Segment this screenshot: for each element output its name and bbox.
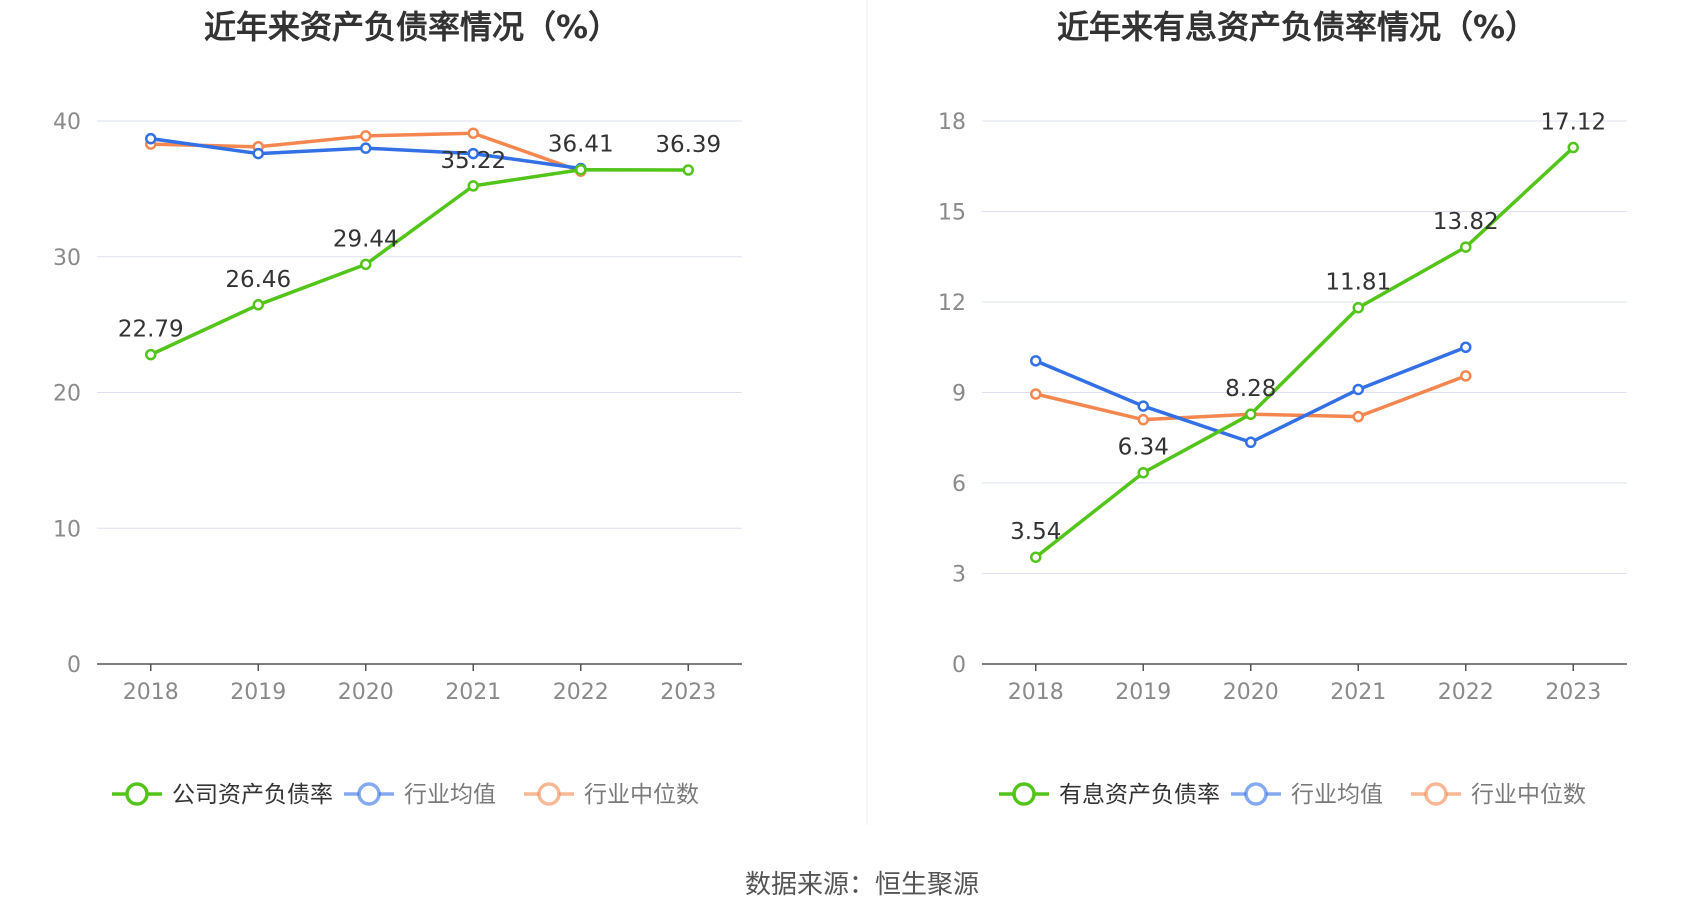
data-point [1137, 413, 1149, 426]
data-point [467, 127, 479, 139]
legend-swatch-marker [537, 782, 561, 806]
legend-label: 行业均值 [1291, 782, 1383, 808]
interest-bearing-debt-ratio-chart: 近年来有息资产负债率情况（%） 0 3 6 9 12 15 18 2018 2019 2020 202… [938, 8, 1627, 808]
data-point [360, 142, 372, 154]
data-point [145, 132, 157, 145]
data-point [1460, 370, 1472, 382]
legend-label: 行业均值 [404, 782, 496, 808]
data-point [1352, 383, 1364, 396]
y-tick-label: 40 [53, 110, 81, 135]
x-tick-label: 2019 [230, 680, 286, 705]
y-tick-label: 18 [938, 110, 966, 135]
y-tick-label: 15 [938, 201, 966, 226]
x-tick-label: 2020 [1223, 680, 1279, 705]
data-point [1460, 241, 1472, 253]
y-tick-label: 6 [952, 472, 966, 497]
data-point [1030, 388, 1042, 400]
legend-item: 行业中位数 [524, 782, 699, 808]
data-label: 22.79 [118, 317, 184, 343]
x-tick-label: 2018 [123, 680, 179, 705]
data-point [467, 147, 479, 160]
y-tick-label: 0 [952, 653, 966, 678]
legend-label: 公司资产负债率 [172, 782, 333, 808]
series-line [150, 167, 689, 357]
data-label: 17.12 [1540, 110, 1606, 136]
data-point [252, 299, 264, 311]
data-label: 36.41 [548, 132, 614, 158]
legend-label: 有息资产负债率 [1059, 782, 1220, 808]
legend-item: 行业均值 [1231, 782, 1383, 808]
data-label: 29.44 [333, 226, 399, 252]
legend-swatch-marker [125, 782, 149, 806]
legend-swatch-marker [1424, 782, 1448, 806]
legend-swatch-marker [1244, 782, 1268, 806]
legend-swatch-marker [1012, 782, 1036, 806]
data-label: 8.28 [1225, 376, 1276, 402]
data-point [360, 258, 372, 271]
data-label: 11.81 [1325, 270, 1391, 296]
data-point [1567, 141, 1579, 154]
chart-title: 近年来资产负债率情况（%） [204, 8, 620, 46]
data-point [360, 130, 372, 142]
y-tick-label: 0 [67, 653, 81, 678]
data-label: 35.22 [440, 148, 506, 174]
data-point [1352, 301, 1364, 314]
data-point [252, 147, 264, 160]
data-point [682, 164, 694, 176]
data-label: 36.39 [655, 132, 721, 158]
legend-item: 公司资产负债率 [112, 782, 333, 808]
x-tick-label: 2021 [445, 680, 501, 705]
x-tick-label: 2022 [1438, 680, 1494, 705]
y-tick-label: 12 [938, 291, 966, 316]
legend-item: 行业中位数 [1411, 782, 1586, 808]
x-tick-label: 2020 [338, 680, 394, 705]
legend-item: 行业均值 [344, 782, 496, 808]
y-tick-label: 10 [53, 517, 81, 542]
legend-label: 行业中位数 [584, 782, 699, 808]
legend-swatch-marker [357, 782, 381, 806]
data-point [1245, 436, 1257, 449]
data-label: 3.54 [1010, 519, 1061, 545]
data-point [145, 348, 157, 361]
x-tick-label: 2019 [1115, 680, 1171, 705]
data-point [1137, 466, 1149, 479]
y-tick-label: 20 [53, 382, 81, 407]
data-label: 13.82 [1433, 209, 1499, 235]
data-point [1030, 355, 1042, 367]
series-line [1034, 146, 1575, 559]
x-tick-label: 2022 [553, 680, 609, 705]
data-point [1137, 400, 1149, 412]
data-point [467, 180, 479, 192]
y-tick-label: 30 [53, 246, 81, 271]
data-point [1245, 408, 1257, 420]
data-source: 数据来源：恒生聚源 [745, 870, 979, 900]
x-tick-label: 2023 [660, 680, 716, 705]
y-tick-label: 9 [952, 382, 966, 407]
x-tick-label: 2023 [1545, 680, 1601, 705]
chart-title: 近年来有息资产负债率情况（%） [1057, 8, 1537, 46]
legend-label: 行业中位数 [1471, 782, 1586, 808]
data-point [575, 163, 587, 176]
data-point [1352, 410, 1364, 423]
x-tick-label: 2018 [1008, 680, 1064, 705]
data-label: 6.34 [1118, 435, 1169, 461]
data-point [1030, 551, 1042, 563]
data-label: 26.46 [225, 267, 291, 293]
y-tick-label: 3 [952, 563, 966, 588]
data-point [1460, 341, 1472, 353]
x-tick-label: 2021 [1330, 680, 1386, 705]
legend-item: 有息资产负债率 [999, 782, 1220, 808]
debt-ratio-chart: 近年来资产负债率情况（%） 0 10 20 30 40 2018 2019 2020 2021 20… [53, 8, 742, 808]
